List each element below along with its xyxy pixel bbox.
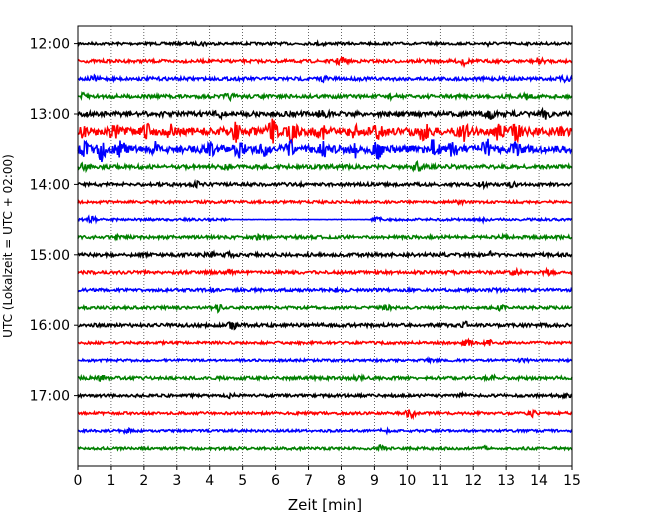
trace-1500 <box>77 249 573 260</box>
y-axis: 12:00 13:00 14:00 15:00 16:00 17:00 <box>30 37 78 405</box>
x-axis: 0 1 2 3 4 5 6 7 8 9 10 11 12 13 14 15 <box>74 466 581 489</box>
y-tick-label: 12:00 <box>30 37 70 53</box>
trace-1630 <box>77 356 573 365</box>
y-tick-label: 16:00 <box>30 318 70 334</box>
trace-1330 <box>77 138 573 163</box>
trace-1315 <box>77 118 573 145</box>
x-tick-label: 1 <box>106 473 115 489</box>
trace-1200 <box>77 39 573 49</box>
y-tick-label: 13:00 <box>30 107 70 123</box>
y-tick-label: 17:00 <box>30 389 70 405</box>
x-tick-label: 7 <box>304 473 313 489</box>
trace-1715 <box>77 408 573 421</box>
trace-1400 <box>77 178 573 191</box>
trace-1645 <box>77 373 573 383</box>
trace-1730 <box>77 426 573 436</box>
trace-1615 <box>77 337 573 348</box>
trace-1245 <box>77 91 573 103</box>
grid-layer <box>110 26 540 466</box>
trace-1600 <box>77 320 573 331</box>
x-tick-label: 2 <box>139 473 148 489</box>
y-axis-label: UTC (Lokalzeit = UTC + 02:00) <box>1 154 15 338</box>
trace-1430 <box>77 214 573 225</box>
x-tick-label: 9 <box>370 473 379 489</box>
plot-frame <box>77 25 573 467</box>
trace-1445 <box>77 232 572 242</box>
trace-1300 <box>77 106 573 121</box>
trace-1745 <box>77 443 573 453</box>
x-tick-label: 15 <box>563 473 581 489</box>
trace-1215 <box>77 55 573 69</box>
x-tick-label: 3 <box>172 473 181 489</box>
y-tick-label: 14:00 <box>30 177 70 193</box>
trace-1530 <box>77 285 573 295</box>
trace-1345 <box>77 160 573 174</box>
x-tick-label: 14 <box>530 473 548 489</box>
x-tick-label: 4 <box>205 473 214 489</box>
trace-1700 <box>77 390 573 400</box>
x-axis-label: Zeit [min] <box>288 496 362 514</box>
x-tick-label: 5 <box>238 473 247 489</box>
x-tick-label: 6 <box>271 473 280 489</box>
trace-1545 <box>77 303 573 314</box>
x-tick-label: 13 <box>497 473 515 489</box>
x-tick-label: 11 <box>431 473 449 489</box>
trace-1230 <box>77 73 573 84</box>
traces-layer <box>77 39 573 453</box>
x-tick-label: 0 <box>74 473 83 489</box>
trace-1415 <box>77 198 573 207</box>
trace-1515 <box>77 266 573 278</box>
x-tick-label: 12 <box>464 473 482 489</box>
x-tick-label: 8 <box>337 473 346 489</box>
x-tick-label: 10 <box>398 473 416 489</box>
plot-background <box>78 26 572 466</box>
y-tick-label: 15:00 <box>30 248 70 264</box>
